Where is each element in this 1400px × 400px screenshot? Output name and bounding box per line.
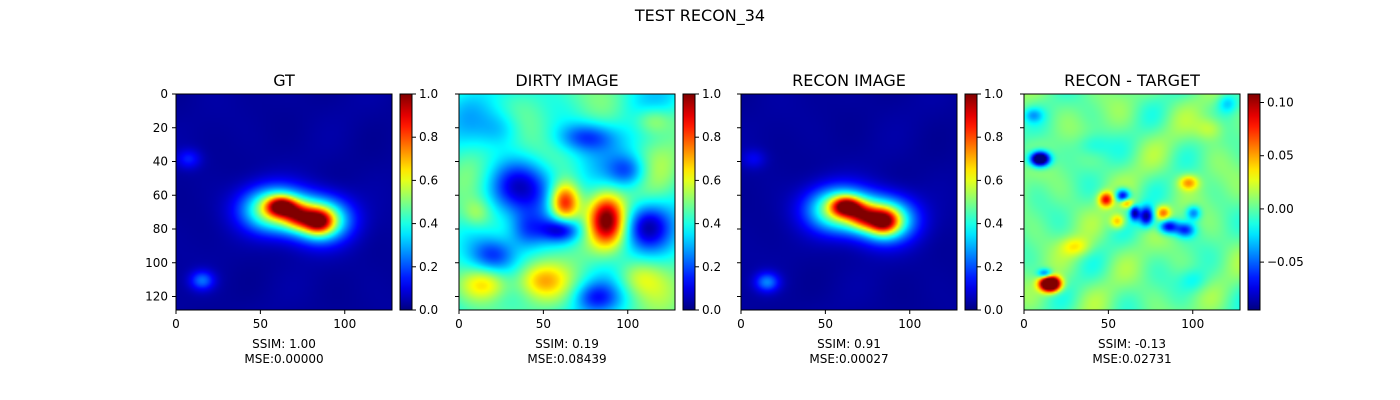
colorbar	[399, 93, 413, 311]
colorbar-tick-label: 0.2	[702, 260, 721, 274]
metric-caption: MSE:0.08439	[527, 352, 606, 366]
colorbar-tick-label: 0.10	[1267, 96, 1294, 110]
figure-title: TEST RECON_34	[634, 6, 766, 25]
colorbar-tick-label: 1.0	[702, 87, 721, 101]
colorbar	[1247, 93, 1261, 311]
metric-caption: SSIM: -0.13	[1098, 337, 1166, 351]
x-tick-label: 0	[1020, 317, 1028, 331]
plot-frame	[740, 93, 958, 311]
heatmap-image	[176, 94, 392, 310]
y-tick-label: 100	[145, 256, 168, 270]
metric-caption: SSIM: 1.00	[252, 337, 316, 351]
colorbar-tick-label: 0.6	[419, 173, 438, 187]
x-tick-label: 0	[455, 317, 463, 331]
x-tick-label: 50	[818, 317, 833, 331]
metric-caption: SSIM: 0.19	[535, 337, 599, 351]
x-tick-label: 50	[1101, 317, 1116, 331]
y-tick-label: 60	[153, 188, 168, 202]
y-tick-label: 80	[153, 222, 168, 236]
plot-frame	[175, 93, 393, 311]
colorbar-tick-label: 0.2	[984, 260, 1003, 274]
x-tick-label: 50	[536, 317, 551, 331]
colorbar-tick-label: 1.0	[419, 87, 438, 101]
panel-title: RECON IMAGE	[792, 71, 906, 90]
panel-4: RECON - TARGET 0 50 100 SSIM: -0.13MSE:0.027…	[1020, 71, 1304, 366]
colorbar-tick-label: 0.8	[702, 130, 721, 144]
panel-title: GT	[273, 71, 295, 90]
colorbar-tick-label: 0.4	[419, 217, 438, 231]
heatmap-image	[1024, 94, 1240, 310]
heatmap-image	[459, 94, 675, 310]
colorbar-tick-label: 0.0	[702, 303, 721, 317]
colorbar-tick-label: 0.4	[984, 217, 1003, 231]
x-tick-label: 50	[253, 317, 268, 331]
x-tick-label: 100	[1181, 317, 1204, 331]
plot-frame	[1023, 93, 1241, 311]
colorbar-tick-label: 0.6	[984, 173, 1003, 187]
x-tick-label: 0	[737, 317, 745, 331]
y-tick-label: 20	[153, 121, 168, 135]
colorbar-tick-label: 0.00	[1267, 202, 1294, 216]
metric-caption: MSE:0.00027	[809, 352, 888, 366]
metric-caption: MSE:0.00000	[244, 352, 323, 366]
x-tick-label: 100	[616, 317, 639, 331]
heatmap-image	[741, 94, 957, 310]
colorbar-tick-label: 0.8	[419, 130, 438, 144]
colorbar	[964, 93, 978, 311]
metric-caption: SSIM: 0.91	[817, 337, 881, 351]
panel-title: DIRTY IMAGE	[515, 71, 618, 90]
colorbar-tick-label: −0.05	[1267, 255, 1304, 269]
colorbar-tick-label: 0.2	[419, 260, 438, 274]
x-tick-label: 100	[333, 317, 356, 331]
y-tick-label: 40	[153, 155, 168, 169]
colorbar-tick-label: 0.0	[419, 303, 438, 317]
x-tick-label: 0	[172, 317, 180, 331]
panel-title: RECON - TARGET	[1064, 71, 1200, 90]
colorbar-tick-label: 0.0	[984, 303, 1003, 317]
metric-caption: MSE:0.02731	[1092, 352, 1171, 366]
colorbar-tick-label: 0.4	[702, 217, 721, 231]
y-tick-label: 120	[145, 290, 168, 304]
y-tick-label: 0	[160, 87, 168, 101]
plot-frame	[458, 93, 676, 311]
colorbar-tick-label: 0.05	[1267, 149, 1294, 163]
x-tick-label: 100	[898, 317, 921, 331]
colorbar-tick-label: 0.6	[702, 173, 721, 187]
colorbar	[682, 93, 696, 311]
colorbar-tick-label: 0.8	[984, 130, 1003, 144]
colorbar-tick-label: 1.0	[984, 87, 1003, 101]
panel-1: GT 0 50 100 0 20 40 60 80 100 120 SSIM: 1.00MSE:0.0…	[145, 71, 438, 366]
